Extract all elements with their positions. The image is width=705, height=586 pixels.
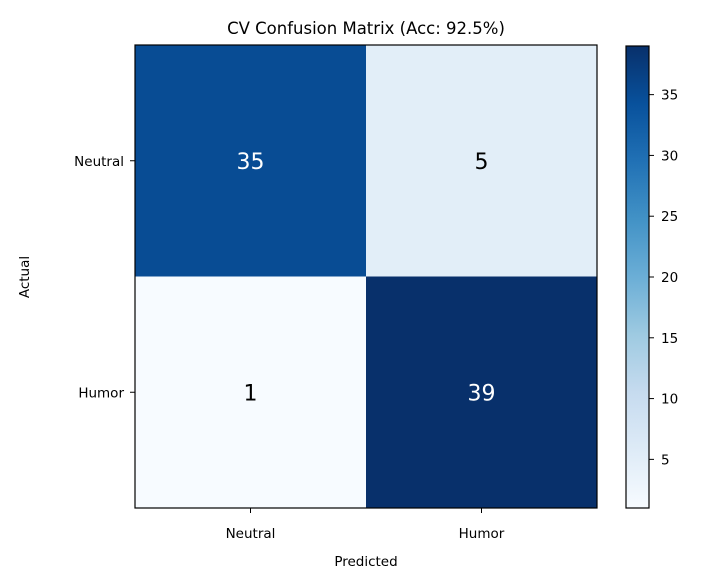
x-tick-label: Neutral bbox=[226, 526, 276, 542]
colorbar-tick-label: 5 bbox=[661, 452, 670, 468]
colorbar-tick-label: 20 bbox=[661, 270, 678, 286]
colorbar-tick-label: 30 bbox=[661, 148, 678, 164]
colorbar-tick-label: 10 bbox=[661, 392, 678, 408]
cell-value-label: 5 bbox=[475, 150, 489, 175]
x-tick-label: Humor bbox=[459, 526, 505, 542]
chart-title: CV Confusion Matrix (Acc: 92.5%) bbox=[227, 19, 505, 38]
heatmap-cell bbox=[366, 276, 597, 508]
x-axis-label: Predicted bbox=[334, 554, 397, 570]
heatmap-cell bbox=[135, 276, 366, 508]
y-tick-label: Humor bbox=[78, 385, 124, 401]
cell-value-label: 35 bbox=[237, 150, 265, 175]
y-axis-label: Actual bbox=[17, 256, 33, 298]
colorbar bbox=[625, 45, 650, 509]
cell-value-label: 39 bbox=[468, 381, 496, 406]
colorbar-tick-label: 35 bbox=[661, 88, 678, 104]
heatmap-frame bbox=[134, 44, 598, 509]
cell-value-label: 1 bbox=[244, 381, 258, 406]
y-tick-label: Neutral bbox=[74, 154, 124, 170]
heatmap-cell bbox=[135, 45, 366, 277]
colorbar-tick-label: 15 bbox=[661, 331, 678, 347]
colorbar-tick-label: 25 bbox=[661, 209, 678, 225]
heatmap-cell bbox=[366, 45, 597, 277]
